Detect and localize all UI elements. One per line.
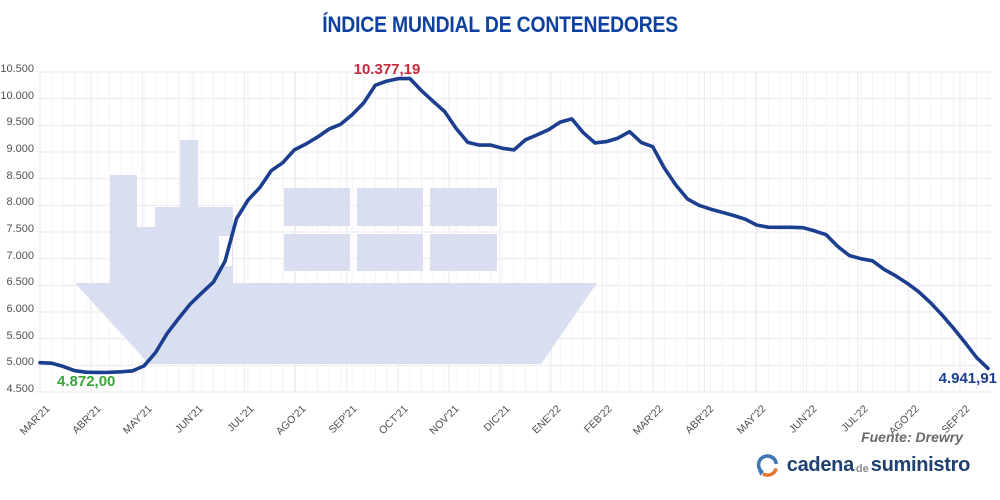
- brand-word-suministro: suministro: [870, 454, 971, 476]
- y-tick-label: 9.000: [6, 143, 34, 155]
- brand-word-de: de: [855, 463, 869, 475]
- y-tick-label: 5.000: [6, 356, 34, 369]
- y-tick-label: 6.000: [6, 303, 34, 315]
- last-value-label: 4.941,91: [938, 370, 997, 387]
- y-tick-label: 7.500: [6, 223, 34, 235]
- index-series-line: [38, 76, 990, 375]
- chart-title-text: ÍNDICE MUNDIAL DE CONTENEDORES: [322, 12, 678, 37]
- circular-arrows-icon: [756, 454, 778, 477]
- y-tick-label: 5.500: [6, 329, 34, 342]
- peak-value-label: 10.377,19: [353, 61, 421, 78]
- chart-title: ÍNDICE MUNDIAL DE CONTENEDORES: [0, 12, 1000, 38]
- y-tick-label: 8.500: [6, 169, 34, 182]
- y-tick-label: 4.500: [6, 383, 34, 395]
- y-tick-label: 7.000: [6, 249, 34, 262]
- y-tick-label: 9.500: [6, 116, 34, 129]
- y-tick-label: 10.500: [0, 63, 34, 75]
- container-ship-watermark: [75, 140, 597, 364]
- y-tick-label: 8.000: [6, 196, 34, 209]
- min-value-label: 4.872,00: [57, 373, 116, 390]
- source-label: Fuente: Drewry: [861, 429, 963, 445]
- brand-word-cadena: cadena: [786, 454, 854, 476]
- y-tick-label: 10.000: [0, 89, 34, 102]
- brand-logo[interactable]: cadena de suministro: [754, 452, 970, 479]
- y-tick-label: 6.500: [6, 276, 34, 289]
